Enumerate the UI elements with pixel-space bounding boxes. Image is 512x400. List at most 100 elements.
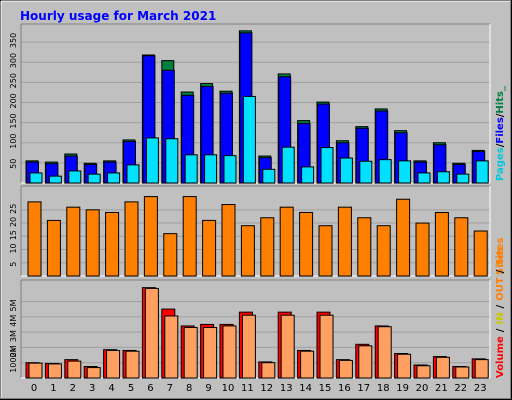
y-tick-label: 3M xyxy=(9,330,18,342)
pages-bar-4 xyxy=(107,172,121,184)
y-tick-label: 4M xyxy=(9,315,18,327)
sites-bar-8 xyxy=(182,196,197,277)
y-tick-label: 20 xyxy=(9,217,18,227)
sites-bar-10 xyxy=(221,204,236,277)
pages-bar-2 xyxy=(68,170,82,184)
sites-bar-3 xyxy=(85,209,100,277)
pages-bar-0 xyxy=(29,172,43,184)
sites-panel: 5 10 15 20 25 xyxy=(9,185,491,277)
pages-bar-16 xyxy=(339,157,353,184)
sites-bar-20 xyxy=(415,222,430,277)
pages-bar-23 xyxy=(475,160,489,184)
sites-bar-1 xyxy=(46,219,61,277)
x-tick-label: 10 xyxy=(222,383,235,394)
out-bar-9 xyxy=(203,326,218,379)
x-tick-label: 21 xyxy=(435,383,448,394)
out-bar-3 xyxy=(86,367,101,379)
out-bar-18 xyxy=(377,326,392,379)
sites-bar-13 xyxy=(279,206,294,277)
out-bar-21 xyxy=(435,356,450,379)
pages-bar-14 xyxy=(301,166,315,184)
pages-bar-17 xyxy=(359,160,373,184)
pages-bar-9 xyxy=(204,154,218,184)
pages-bar-22 xyxy=(456,173,470,184)
pages-bar-8 xyxy=(184,154,198,184)
out-bar-6 xyxy=(144,287,159,379)
hour-axis-labels: 0 1 2 3 4 5 6 7 8 9 10 11 12 13 14 15 16 17 18 19 20 21 22 23 xyxy=(31,383,487,394)
sites-bar-17 xyxy=(357,217,372,277)
pages-bar-15 xyxy=(320,147,334,184)
out-bar-1 xyxy=(47,363,62,379)
x-tick-label: 19 xyxy=(396,383,409,394)
pages-bar-13 xyxy=(281,146,295,184)
x-tick-label: 2 xyxy=(70,383,76,394)
x-tick-label: 13 xyxy=(280,383,293,394)
pages-bar-19 xyxy=(398,160,412,184)
out-bar-20 xyxy=(416,365,431,379)
y-tick-label: 5 xyxy=(9,262,18,267)
sites-bar-19 xyxy=(396,198,411,277)
pages-bar-21 xyxy=(436,171,450,184)
legend-hits-files-pages: Pages/Files/Hits_ xyxy=(495,86,506,181)
y-tick-label: 350 xyxy=(9,33,18,48)
sites-bar-16 xyxy=(337,206,352,277)
out-bar-8 xyxy=(183,326,198,379)
x-tick-label: 3 xyxy=(89,383,95,394)
y-tick-label: 25 xyxy=(9,204,18,214)
out-bar-10 xyxy=(222,325,237,379)
x-tick-label: 22 xyxy=(454,383,467,394)
chart-title: Hourly usage for March 2021 xyxy=(20,9,216,23)
x-tick-label: 18 xyxy=(377,383,390,394)
pages-bar-12 xyxy=(262,168,276,184)
x-tick-label: 5 xyxy=(128,383,134,394)
y-tick-label: 250 xyxy=(9,73,18,88)
x-tick-label: 12 xyxy=(260,383,273,394)
out-bar-13 xyxy=(280,314,295,379)
out-bar-2 xyxy=(67,360,82,379)
y-tick-label: 50 xyxy=(9,159,18,169)
pages-bar-1 xyxy=(48,175,62,184)
out-bar-22 xyxy=(455,366,470,379)
sites-bar-11 xyxy=(240,225,255,277)
out-bar-23 xyxy=(474,359,489,379)
sites-bar-21 xyxy=(434,211,449,277)
pages-bar-6 xyxy=(145,137,159,184)
out-bar-15 xyxy=(319,314,334,379)
out-bar-17 xyxy=(358,345,373,379)
x-tick-label: 6 xyxy=(147,383,153,394)
out-bar-16 xyxy=(338,359,353,379)
x-tick-label: 23 xyxy=(474,383,487,394)
out-bar-14 xyxy=(300,350,315,379)
sites-bar-15 xyxy=(318,225,333,277)
sites-bar-7 xyxy=(163,233,178,277)
y-tick-label: 5M xyxy=(9,299,18,311)
x-tick-label: 8 xyxy=(186,383,192,394)
x-tick-label: 7 xyxy=(167,383,173,394)
out-bar-5 xyxy=(125,350,140,379)
pages-bar-11 xyxy=(242,95,256,184)
x-tick-label: 17 xyxy=(357,383,370,394)
out-bar-12 xyxy=(261,362,276,379)
y-tick-label: 150 xyxy=(9,113,18,128)
hits-files-pages-panel: 50 100 150 200 250 300 350 xyxy=(9,23,491,184)
pages-bar-7 xyxy=(165,138,179,184)
sites-bar-22 xyxy=(454,217,469,277)
y-tick-label: 200 xyxy=(9,93,18,108)
x-tick-label: 4 xyxy=(108,383,114,394)
pages-bar-3 xyxy=(87,173,101,184)
out-bar-4 xyxy=(106,349,121,379)
x-tick-label: 9 xyxy=(205,383,211,394)
out-bar-7 xyxy=(164,315,179,379)
out-bar-11 xyxy=(241,314,256,379)
pages-bar-10 xyxy=(223,155,237,184)
y-tick-label: 300 xyxy=(9,53,18,68)
y-tick-label: 15 xyxy=(9,230,18,240)
sites-bar-0 xyxy=(27,201,42,277)
sites-bar-14 xyxy=(299,211,314,277)
sites-bar-6 xyxy=(143,196,158,277)
pages-bar-5 xyxy=(126,164,140,184)
pages-bar-20 xyxy=(417,172,431,184)
sites-bar-5 xyxy=(124,201,139,277)
